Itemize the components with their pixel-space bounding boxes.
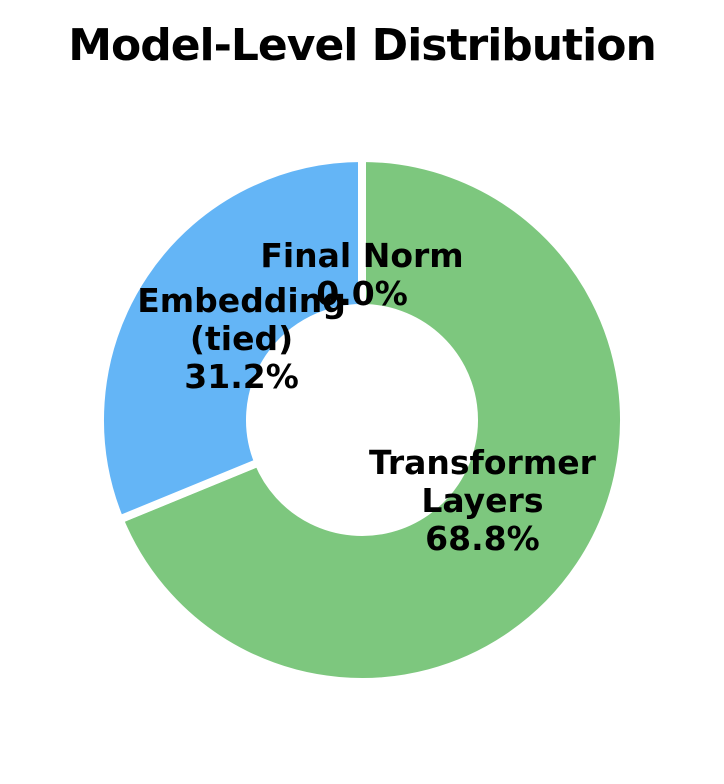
pie-wedges-group [96,153,628,686]
pie-slice-transformer-layers [114,153,628,686]
chart-title: Model-Level Distribution [68,20,657,71]
pie-slice-embedding-tied [96,153,366,525]
